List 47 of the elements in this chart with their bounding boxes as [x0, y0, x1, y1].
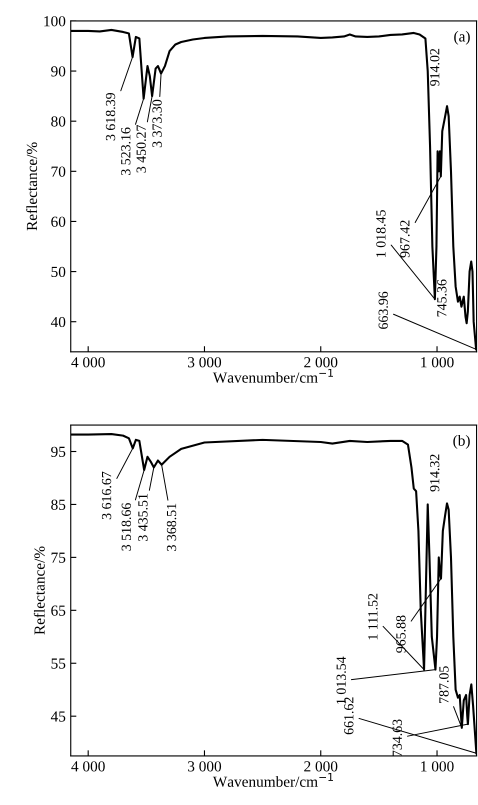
x-tick-label: 2 000: [304, 761, 338, 772]
annotation: 914.32: [430, 454, 440, 492]
x-tick-label: 4 000: [71, 761, 105, 772]
y-tick-label: 70: [52, 166, 66, 177]
annotation: 3 616.67: [102, 472, 112, 520]
annotation: 787.05: [439, 666, 449, 703]
annotation: 914.02: [430, 48, 440, 86]
y-tick-label: 100: [44, 16, 66, 26]
x-tick-label: 4 000: [71, 357, 105, 368]
y-tick-label: 85: [51, 500, 66, 510]
annotation: 3 518.66: [122, 503, 132, 551]
x-axis-title: Wavenumber/cm$^{−1}$: [212, 368, 333, 383]
annotation: 965.88: [396, 616, 406, 653]
y-tick-label: 90: [51, 66, 66, 77]
y-axis-title: Reflectance/%: [34, 546, 45, 635]
y-axis-title: Reflectance/%: [26, 142, 38, 230]
x-tick-label: 3 000: [188, 357, 222, 368]
annotation: 3 523.16: [121, 128, 131, 176]
annotation: 3 618.39: [106, 93, 116, 140]
y-tick-label: 50: [51, 266, 66, 278]
y-tick-label: 55: [51, 658, 66, 669]
annotation: 1 111.52: [368, 594, 378, 640]
x-tick-label: 3 000: [188, 761, 222, 772]
y-tick-label: 45: [50, 711, 66, 722]
annotation: 745.36: [437, 280, 447, 316]
x-tick-label: 2 000: [304, 357, 338, 368]
annotation: 663.96: [378, 292, 388, 329]
annotation: 661.62: [344, 697, 354, 734]
annotation: 967.42: [400, 220, 410, 258]
x-tick-label: 1 000: [421, 357, 454, 368]
annotation: 3 450.27: [136, 124, 146, 173]
annotation: 3 373.30: [152, 100, 162, 148]
annotation: 1 013.54: [336, 656, 346, 704]
y-tick-label: 65: [51, 606, 66, 616]
y-tick-label: 80: [51, 116, 66, 127]
annotation: (b): [453, 434, 470, 449]
y-tick-label: 95: [51, 446, 66, 457]
y-tick-label: 40: [50, 316, 66, 328]
annotation: (a): [454, 30, 470, 45]
annotation: 734.63: [392, 719, 402, 756]
annotation: 3 435.51: [138, 494, 148, 542]
x-tick-label: 1 000: [421, 761, 454, 772]
y-tick-label: 75: [52, 552, 66, 563]
annotation: 1 018.45: [376, 210, 386, 257]
x-axis-title: Wavenumber/cm$^{−1}$: [212, 773, 333, 787]
annotation: 3 368.51: [166, 504, 176, 551]
y-tick-label: 60: [51, 216, 66, 227]
